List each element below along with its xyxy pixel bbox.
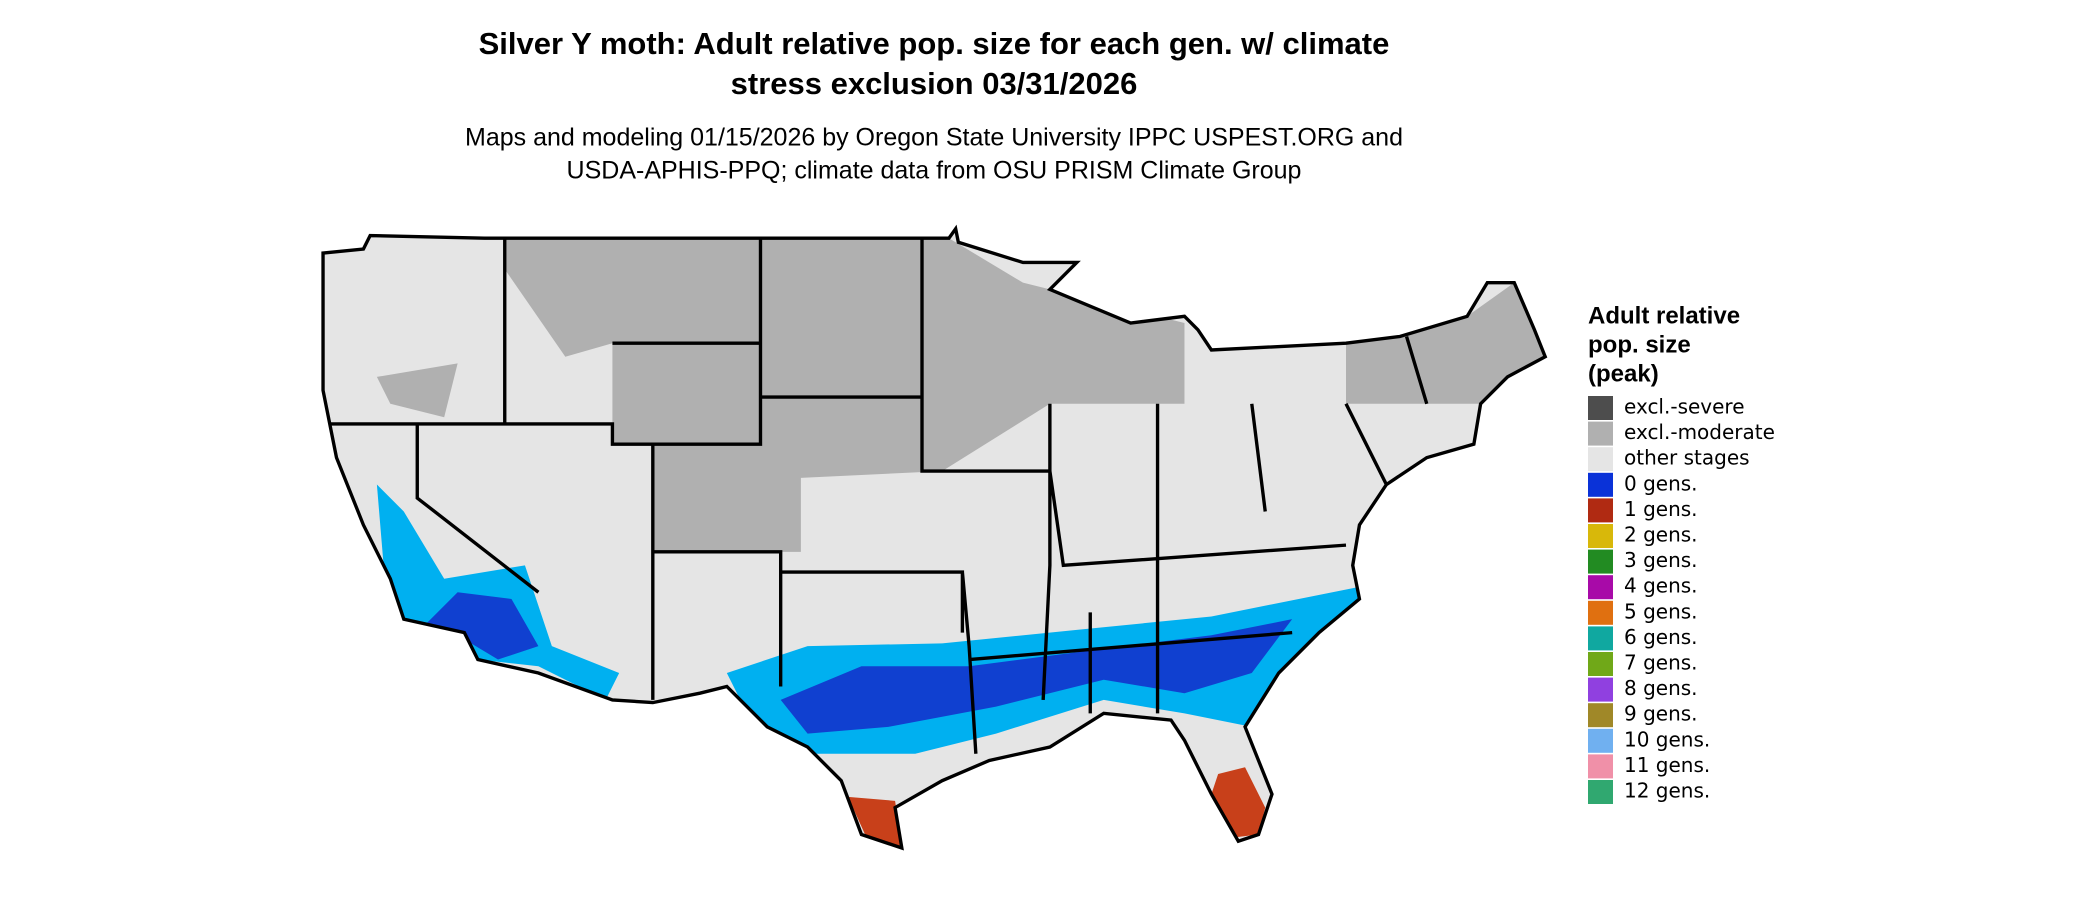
- low-gen-area: [376, 484, 620, 700]
- legend-label: 3 gens.: [1624, 548, 1698, 572]
- legend-label: 10 gens.: [1624, 727, 1710, 751]
- legend-label: 2 gens.: [1624, 523, 1698, 547]
- subtitle-line: USDA-APHIS-PPQ; climate data from OSU PR…: [567, 157, 1302, 185]
- legend-swatch: [1588, 498, 1613, 523]
- legend-label: other stages: [1624, 446, 1750, 470]
- zero-gen-area: [780, 619, 1293, 734]
- legend-swatch: [1588, 626, 1613, 651]
- legend-label: 7 gens.: [1624, 651, 1698, 675]
- excl-moderate-area: [504, 238, 1185, 552]
- legend-swatch: [1588, 600, 1613, 625]
- legend-swatch: [1588, 703, 1613, 728]
- legend-swatch: [1588, 549, 1613, 574]
- legend-label: 5 gens.: [1624, 599, 1698, 623]
- legend-label: excl.-moderate: [1624, 420, 1775, 444]
- legend-title: (peak): [1588, 360, 1659, 387]
- legend-swatch: [1588, 677, 1613, 702]
- title-line: stress exclusion 03/31/2026: [731, 66, 1138, 101]
- legend-label: 4 gens.: [1624, 574, 1698, 598]
- state-borders: [321, 227, 1547, 850]
- legend-swatch: [1588, 754, 1613, 779]
- title-line: Silver Y moth: Adult relative pop. size …: [479, 26, 1390, 61]
- legend-label: excl.-severe: [1624, 395, 1745, 419]
- excl-moderate-area: [376, 282, 1546, 418]
- legend-swatch: [1588, 524, 1613, 548]
- legend-label: 12 gens.: [1624, 779, 1710, 803]
- legend-swatch: [1588, 472, 1613, 497]
- legend-swatch: [1588, 447, 1613, 472]
- legend-swatch: [1588, 421, 1613, 446]
- legend-title: Adult relative: [1588, 302, 1740, 329]
- legend-swatch: [1588, 396, 1613, 420]
- legend-label: 6 gens.: [1624, 625, 1698, 649]
- legend-label: 1 gens.: [1624, 497, 1698, 521]
- legend-label: 8 gens.: [1624, 676, 1698, 700]
- zero-gen-area: [417, 592, 539, 660]
- legend-label: 11 gens.: [1624, 753, 1710, 777]
- legend-title: pop. size: [1588, 331, 1691, 358]
- us-map: [321, 227, 1547, 850]
- legend-label: 9 gens.: [1624, 702, 1698, 726]
- legend-swatch: [1588, 780, 1613, 804]
- one-gen-area: [847, 767, 1266, 848]
- legend-swatch: [1588, 652, 1613, 676]
- legend-swatch: [1588, 575, 1613, 600]
- subtitle-line: Maps and modeling 01/15/2026 by Oregon S…: [465, 124, 1403, 152]
- legend-label: 0 gens.: [1624, 471, 1698, 495]
- legend-swatch: [1588, 728, 1613, 753]
